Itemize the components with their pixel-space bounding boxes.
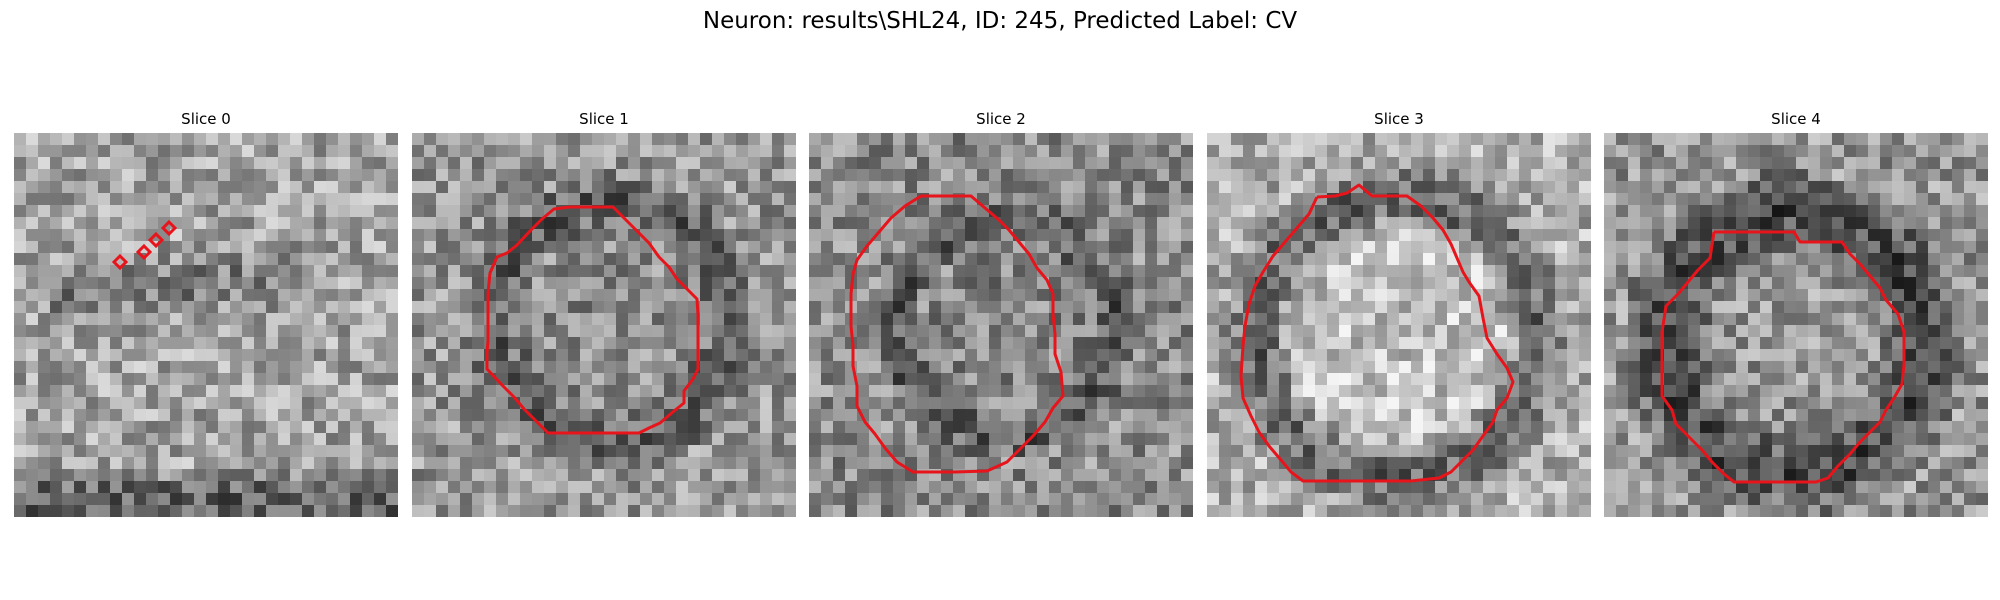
segmentation-outline-2 (849, 194, 1065, 474)
outline-contour-2 (849, 194, 1065, 474)
figure-title: Neuron: results\SHL24, ID: 245, Predicte… (702, 8, 1298, 34)
outline-contour-1 (485, 205, 700, 435)
slice-title-1: Slice 1 (579, 110, 629, 128)
outline-contour-4 (1660, 230, 1906, 484)
segmentation-outline-1 (485, 205, 700, 435)
slice-panel-3: Slice 3 (1207, 108, 1591, 517)
slice-pixels-0 (14, 133, 398, 517)
slice-title-3: Slice 3 (1374, 110, 1424, 128)
slice-image-2 (809, 133, 1193, 517)
slice-image-0 (14, 133, 398, 517)
slice-panel-1: Slice 1 (412, 108, 796, 517)
slice-panel-0: Slice 0 (14, 108, 398, 517)
segmentation-outline-3 (1239, 183, 1515, 483)
slice-title-0: Slice 0 (181, 110, 231, 128)
outline-marker-0d (160, 219, 178, 237)
slice-image-1 (412, 133, 796, 517)
outline-marker-0b (135, 243, 153, 261)
outline-marker-0a (111, 253, 129, 271)
slice-image-4 (1604, 133, 1988, 517)
slice-title-2: Slice 2 (976, 110, 1026, 128)
segmentation-outline-0 (111, 219, 178, 271)
outline-contour-3 (1239, 183, 1515, 483)
segmentation-outline-4 (1660, 230, 1906, 484)
slice-pixels-2 (809, 133, 1193, 517)
slice-panel-2: Slice 2 (809, 108, 1193, 517)
slice-title-4: Slice 4 (1771, 110, 1821, 128)
slice-image-3 (1207, 133, 1591, 517)
slice-pixels-4 (1604, 133, 1988, 517)
outline-marker-0c (147, 231, 165, 249)
slice-pixels-1 (412, 133, 796, 517)
slice-panel-4: Slice 4 (1604, 108, 1988, 517)
